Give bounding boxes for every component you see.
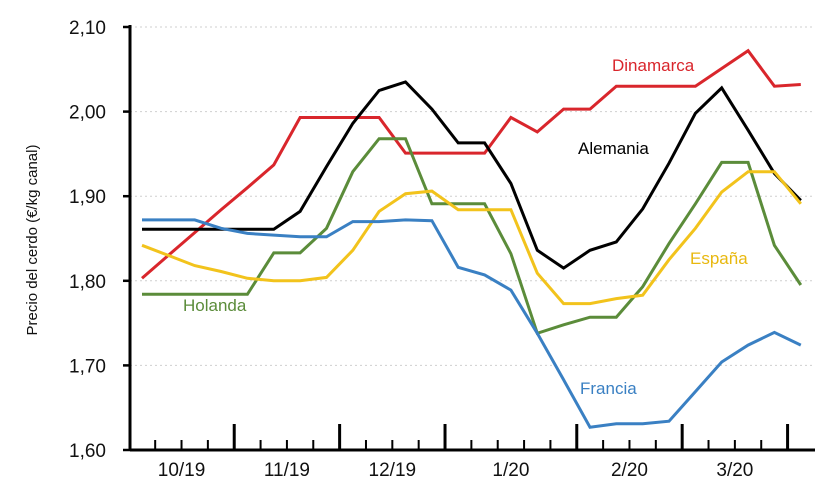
- y-tick-label: 1,80: [69, 272, 106, 293]
- x-axis: 10/19 11/19 12/19 1/20 2/20 3/20: [130, 424, 815, 481]
- y-tick-label: 1,60: [69, 441, 106, 462]
- series-line-francia: [142, 218, 802, 429]
- series-line-espana: [141, 170, 802, 306]
- x-tick-label: 10/19: [158, 460, 206, 481]
- y-tick-label: 2,00: [69, 103, 106, 124]
- series-line-dinamarca: [141, 48, 801, 280]
- series-label-alemania: Alemania: [578, 139, 649, 158]
- y-tick-label: 1,70: [69, 356, 106, 377]
- series-lines: [141, 48, 803, 429]
- y-tick-label: 1,90: [69, 187, 106, 208]
- series-label-espana: España: [690, 249, 748, 268]
- x-tick-label: 12/19: [369, 460, 417, 481]
- y-axis: Precio del cerdo (€/kg canal) 1,60 1,70 1,…: [24, 18, 132, 462]
- series-label-holanda: Holanda: [183, 296, 247, 315]
- y-axis-label: Precio del cerdo (€/kg canal): [24, 145, 41, 336]
- y-tick-label: 2,10: [69, 18, 106, 39]
- series-label-dinamarca: Dinamarca: [612, 56, 695, 75]
- x-tick-label: 1/20: [492, 460, 529, 481]
- x-tick-label: 2/20: [611, 460, 648, 481]
- series-line-alemania: [142, 80, 802, 270]
- series-label-francia: Francia: [580, 379, 637, 398]
- series-line-holanda: [142, 137, 803, 336]
- x-tick-label: 3/20: [716, 460, 753, 481]
- x-tick-label: 11/19: [264, 460, 310, 481]
- series-labels: Dinamarca Alemania Holanda España Franci…: [183, 56, 748, 398]
